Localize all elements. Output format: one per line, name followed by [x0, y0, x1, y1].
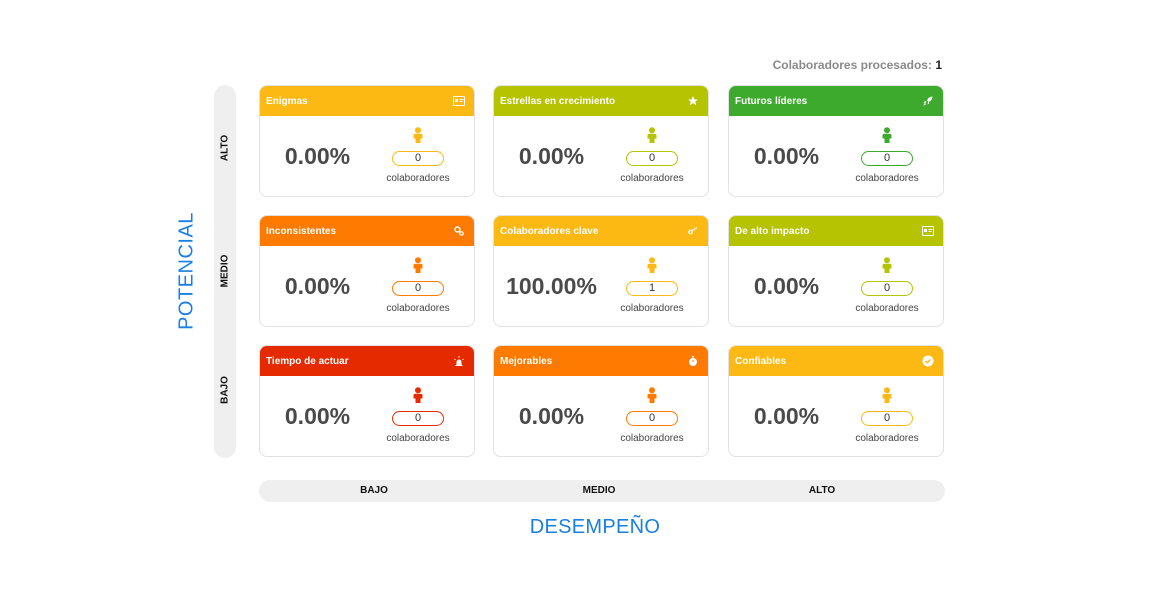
gears-icon	[452, 224, 466, 238]
person-icon	[880, 257, 894, 273]
person-icon	[645, 257, 659, 273]
card-collab-label: colaboradores	[620, 433, 684, 444]
y-level-medio: MEDIO	[219, 254, 231, 288]
card-header: Tiempo de actuar	[260, 346, 474, 376]
card-count: 0	[626, 411, 678, 426]
card-title: Colaboradores clave	[500, 225, 599, 237]
box-card[interactable]: Tiempo de actuar 0.00% 0 colaboradores	[259, 345, 475, 457]
card-count: 0	[861, 411, 913, 426]
card-percent: 0.00%	[753, 273, 820, 299]
card-count: 0	[626, 151, 678, 166]
x-axis-bar: BAJO MEDIO ALTO	[259, 480, 945, 502]
id-card-icon	[452, 94, 466, 108]
person-icon	[645, 127, 659, 143]
card-collab-label: colaboradores	[386, 303, 450, 314]
card-collab-label: colaboradores	[620, 303, 684, 314]
y-axis-bar: ALTO MEDIO BAJO	[214, 85, 236, 458]
card-percent: 0.00%	[753, 403, 820, 429]
card-count: 0	[392, 281, 444, 296]
box-card[interactable]: De alto impacto 0.00% 0 colaboradores	[728, 215, 944, 327]
y-level-alto: ALTO	[219, 134, 231, 162]
y-level-bajo: BAJO	[219, 376, 231, 404]
key-icon	[686, 224, 700, 238]
card-body: 0.00% 0 colaboradores	[729, 116, 943, 196]
card-collab-label: colaboradores	[855, 173, 919, 184]
card-header: Enigmas	[260, 86, 474, 116]
card-header: De alto impacto	[729, 216, 943, 246]
y-axis-title: POTENCIAL	[175, 212, 198, 330]
person-icon	[411, 257, 425, 273]
card-percent: 0.00%	[753, 143, 820, 169]
card-title: Estrellas en crecimiento	[500, 95, 616, 107]
person-icon	[880, 387, 894, 403]
card-collab-label: colaboradores	[386, 433, 450, 444]
card-body: 0.00% 0 colaboradores	[729, 246, 943, 326]
box-card[interactable]: Mejorables 0.00% 0 colaboradores	[493, 345, 709, 457]
card-percent: 0.00%	[284, 143, 351, 169]
card-body: 0.00% 0 colaboradores	[494, 376, 708, 456]
star-icon	[686, 94, 700, 108]
processed-label: Colaboradores procesados:	[772, 58, 932, 72]
card-collab-label: colaboradores	[855, 303, 919, 314]
card-body: 0.00% 0 colaboradores	[494, 116, 708, 196]
card-collab-label: colaboradores	[620, 173, 684, 184]
card-header: Futuros líderes	[729, 86, 943, 116]
card-percent: 100.00%	[506, 273, 597, 299]
x-level-alto: ALTO	[808, 485, 836, 496]
card-header: Inconsistentes	[260, 216, 474, 246]
card-count: 0	[861, 281, 913, 296]
processed-counter: Colaboradores procesados: 1	[773, 58, 942, 72]
alarm-icon	[452, 354, 466, 368]
box-card[interactable]: Futuros líderes 0.00% 0 colaboradores	[728, 85, 944, 197]
rocket-icon	[921, 94, 935, 108]
card-collab-label: colaboradores	[855, 433, 919, 444]
card-percent: 0.00%	[518, 143, 585, 169]
card-header: Mejorables	[494, 346, 708, 376]
check-circle-icon	[921, 354, 935, 368]
card-title: Confiables	[735, 355, 787, 367]
processed-count: 1	[935, 58, 942, 72]
card-title: Mejorables	[500, 355, 553, 367]
person-icon	[880, 127, 894, 143]
card-title: Inconsistentes	[266, 225, 337, 237]
id-card-icon	[921, 224, 935, 238]
stopwatch-icon	[686, 354, 700, 368]
card-percent: 0.00%	[284, 273, 351, 299]
person-icon	[411, 127, 425, 143]
x-level-bajo: BAJO	[360, 485, 388, 496]
x-level-medio: MEDIO	[582, 485, 616, 496]
card-title: Futuros líderes	[735, 95, 808, 107]
card-body: 0.00% 0 colaboradores	[729, 376, 943, 456]
card-percent: 0.00%	[518, 403, 585, 429]
card-count: 0	[392, 411, 444, 426]
card-header: Colaboradores clave	[494, 216, 708, 246]
card-title: Tiempo de actuar	[266, 355, 349, 367]
card-title: De alto impacto	[735, 225, 810, 237]
card-body: 0.00% 0 colaboradores	[260, 246, 474, 326]
x-axis-title: DESEMPEÑO	[529, 516, 661, 538]
card-title: Enigmas	[266, 95, 308, 107]
box-card[interactable]: Estrellas en crecimiento 0.00% 0 colaborado…	[493, 85, 709, 197]
box-card[interactable]: Colaboradores clave 100.00% 1 colaboradores	[493, 215, 709, 327]
box-card[interactable]: Confiables 0.00% 0 colaboradores	[728, 345, 944, 457]
person-icon	[411, 387, 425, 403]
card-body: 100.00% 1 colaboradores	[494, 246, 708, 326]
card-collab-label: colaboradores	[386, 173, 450, 184]
card-count: 0	[861, 151, 913, 166]
card-body: 0.00% 0 colaboradores	[260, 116, 474, 196]
card-count: 1	[626, 281, 678, 296]
card-body: 0.00% 0 colaboradores	[260, 376, 474, 456]
card-percent: 0.00%	[284, 403, 351, 429]
card-count: 0	[392, 151, 444, 166]
box-card[interactable]: Enigmas 0.00% 0 colaboradores	[259, 85, 475, 197]
box-card[interactable]: Inconsistentes 0.00% 0 colaboradores	[259, 215, 475, 327]
card-header: Confiables	[729, 346, 943, 376]
person-icon	[645, 387, 659, 403]
card-header: Estrellas en crecimiento	[494, 86, 708, 116]
